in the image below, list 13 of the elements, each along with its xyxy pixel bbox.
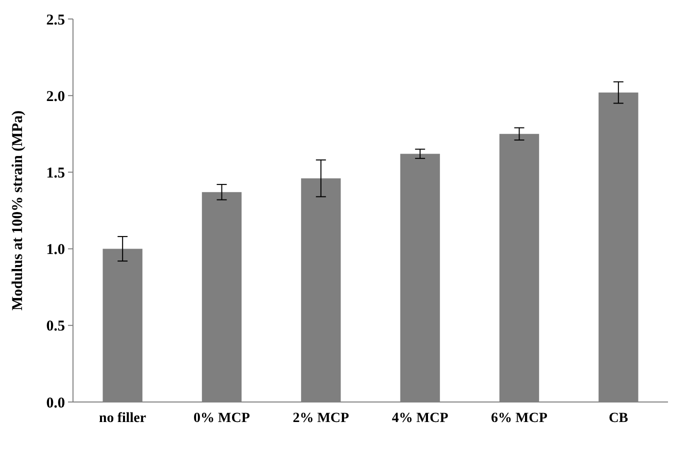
y-tick-label: 2.0	[46, 88, 65, 105]
y-tick-label: 1.0	[46, 242, 65, 258]
x-tick-label: 2% MCP	[292, 411, 350, 426]
y-tick-label: 0.5	[46, 318, 65, 335]
y-axis-title: Modulus at 100% strain (MPa)	[10, 110, 26, 310]
x-tick-label: 0% MCP	[194, 411, 250, 426]
x-tick-label: CB	[608, 411, 628, 426]
x-tick-label: 6% MCP	[491, 411, 548, 426]
y-tick-label: 0.0	[46, 395, 65, 412]
y-tick-label: 2.5	[46, 12, 65, 28]
x-tick-label: no filler	[99, 411, 146, 426]
x-tick-label: 4% MCP	[392, 411, 449, 426]
y-tick-label: 1.5	[46, 165, 65, 182]
